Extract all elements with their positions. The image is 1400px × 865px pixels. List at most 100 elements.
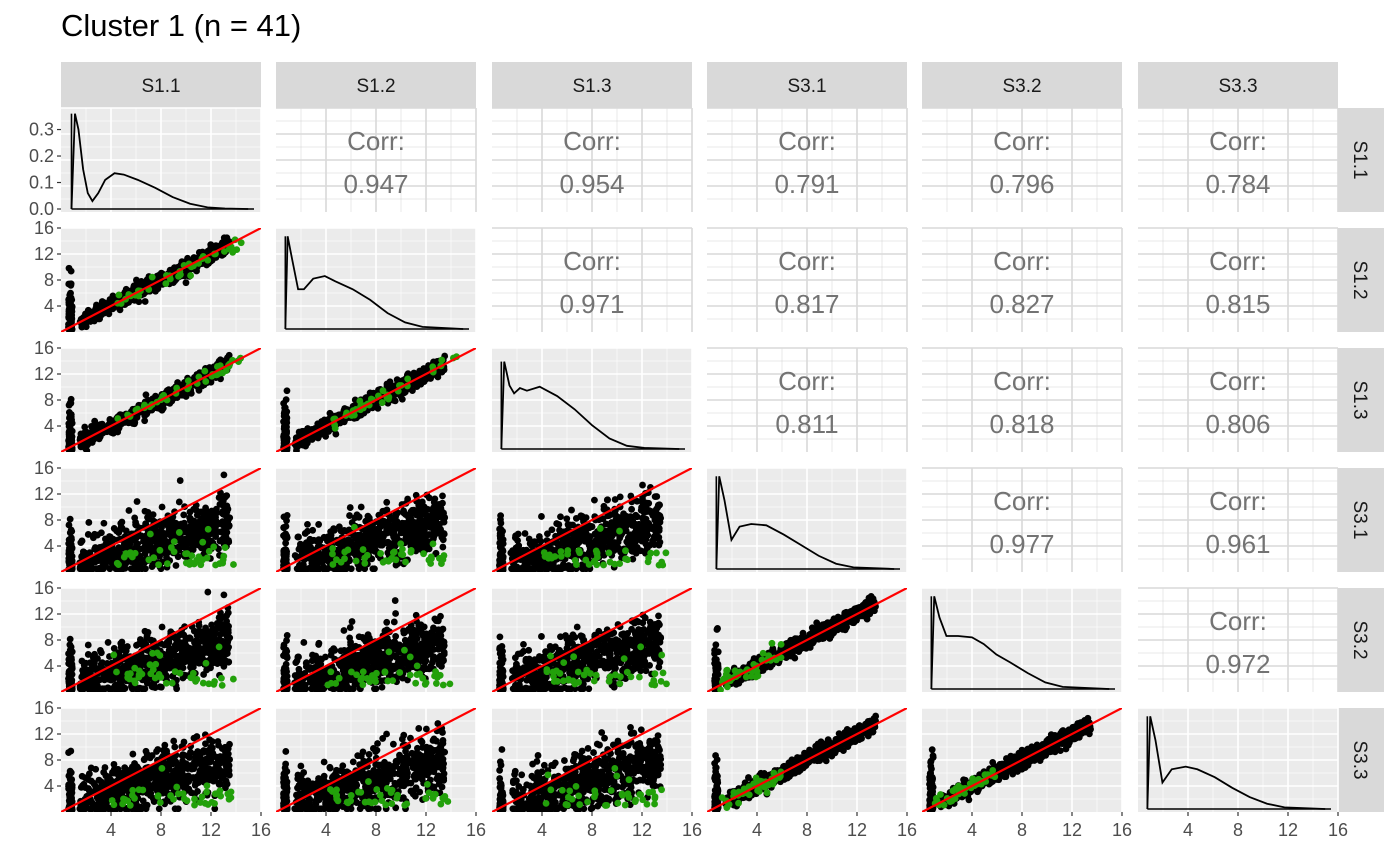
data-point: [180, 631, 188, 639]
data-point: [417, 519, 425, 527]
highlight-point: [659, 561, 667, 569]
data-point: [282, 522, 290, 530]
highlight-point: [202, 378, 210, 385]
data-point: [76, 565, 84, 572]
highlight-point: [352, 557, 360, 565]
data-point: [172, 562, 180, 569]
highlight-point: [120, 553, 128, 561]
highlight-point: [237, 239, 245, 247]
data-point: [403, 519, 411, 527]
strip-label: S3.1: [787, 76, 826, 97]
highlight-point: [356, 397, 364, 405]
corr-label: Corr:: [1209, 246, 1267, 276]
data-point: [427, 375, 434, 382]
highlight-point: [407, 546, 415, 554]
highlight-point: [201, 367, 209, 375]
data-point: [175, 498, 183, 506]
data-point: [186, 508, 194, 516]
data-point: [67, 540, 75, 548]
data-point: [425, 494, 433, 502]
highlight-point: [199, 538, 207, 546]
data-point: [361, 565, 369, 572]
data-point: [309, 526, 317, 534]
data-point: [122, 527, 130, 535]
data-point: [182, 541, 190, 549]
data-point: [98, 557, 106, 565]
data-point: [496, 543, 504, 550]
data-point: [391, 397, 399, 405]
data-point: [158, 503, 166, 511]
highlight-point: [155, 561, 162, 569]
data-point: [193, 267, 200, 275]
panel-S1.3-S3.2: Corr:0.818: [922, 347, 1123, 452]
strip-right-S3.3: S3.3: [1338, 708, 1384, 812]
data-point: [66, 438, 74, 446]
strip-label: S1.1: [1349, 140, 1370, 179]
data-point: [412, 370, 420, 378]
data-point: [282, 539, 290, 547]
density-curve: [500, 361, 680, 450]
chart-title: Cluster 1 (n = 41): [61, 8, 302, 43]
strip-right-S1.2: S1.2: [1338, 228, 1384, 332]
data-point: [353, 511, 361, 519]
data-point: [133, 413, 141, 420]
highlight-point: [203, 554, 211, 562]
panel-S1.1-S3.2: Corr:0.796: [922, 107, 1123, 212]
highlight-point: [331, 424, 339, 432]
highlight-point: [390, 548, 398, 556]
data-point: [313, 560, 321, 568]
data-point: [315, 536, 323, 544]
data-point: [309, 553, 317, 561]
highlight-point: [341, 548, 349, 556]
data-point: [195, 527, 203, 534]
data-point: [572, 514, 580, 522]
data-point: [404, 528, 412, 536]
data-point: [335, 523, 343, 531]
data-point: [196, 517, 204, 525]
data-point: [96, 565, 104, 572]
strip-top-S3.3: S3.3: [1138, 62, 1338, 108]
fit-line: [276, 468, 476, 572]
highlight-point: [329, 550, 336, 558]
highlight-point: [557, 548, 565, 555]
data-point: [318, 418, 326, 425]
data-point: [528, 565, 536, 572]
strip-label: S3.2: [1002, 76, 1041, 97]
data-point: [311, 433, 319, 441]
data-point: [423, 541, 430, 549]
highlight-point: [622, 547, 629, 555]
data-point: [66, 400, 74, 408]
data-point: [204, 588, 212, 596]
highlight-point: [329, 545, 337, 552]
highlight-point: [114, 415, 122, 422]
data-point: [364, 516, 372, 524]
fit-line: [61, 468, 261, 572]
data-point: [369, 565, 377, 572]
strip-right-S1.3: S1.3: [1338, 348, 1384, 452]
data-point: [142, 565, 149, 572]
highlight-point: [229, 248, 237, 256]
data-point: [224, 505, 232, 513]
data-point: [649, 537, 656, 545]
data-point: [106, 296, 114, 303]
data-point: [78, 537, 86, 545]
highlight-point: [379, 387, 387, 395]
data-point: [629, 555, 637, 563]
data-point: [326, 409, 334, 417]
data-point: [521, 530, 529, 537]
data-point: [195, 622, 203, 630]
data-point: [91, 417, 99, 425]
data-point: [519, 546, 527, 554]
panel-S3.2-S1.1: [61, 587, 262, 692]
corr-value: 0.806: [1205, 409, 1270, 439]
data-point: [158, 524, 165, 531]
data-point: [96, 543, 104, 551]
data-point: [315, 521, 323, 528]
data-point: [82, 561, 90, 568]
highlight-point: [402, 558, 409, 566]
corr-label: Corr:: [778, 126, 836, 156]
highlight-point: [582, 556, 590, 564]
highlight-point: [329, 561, 337, 568]
data-point: [392, 517, 400, 525]
highlight-point: [557, 553, 565, 560]
